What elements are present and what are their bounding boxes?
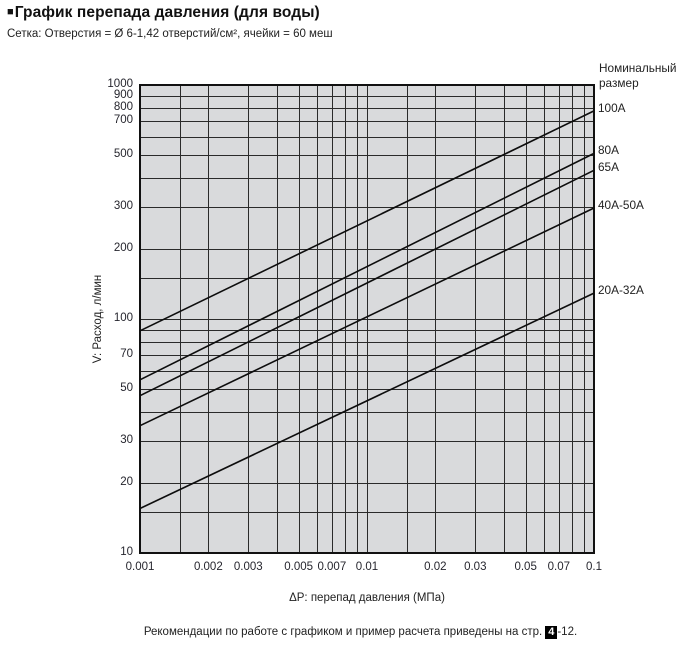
y-tick-label: 10: [120, 546, 133, 558]
series-label-100a: 100A: [598, 100, 626, 115]
y-tick-label: 1000: [107, 78, 133, 90]
y-tick-label: 700: [113, 114, 133, 127]
x-tick-label: 0.01: [355, 561, 379, 573]
series-label-65a: 65A: [598, 160, 619, 175]
legend-title: Номинальный размер: [599, 61, 677, 90]
x-tick-label: 0.02: [424, 561, 447, 573]
y-tick-label: 300: [113, 200, 133, 213]
page-reference-note: Рекомендации по работе с графиком и прим…: [0, 626, 683, 639]
x-tick-label: 0.007: [317, 561, 347, 573]
mesh-spec-subtitle: Сетка: Отверстия = Ø 6-1,42 отверстий/см…: [7, 28, 333, 40]
series-label-20a-32a: 20A-32A: [598, 283, 644, 298]
note-page-suffix: -12.: [557, 626, 578, 638]
page-title-text: График перепада давления (для воды): [14, 4, 320, 21]
x-tick-label: 0.002: [193, 561, 223, 573]
y-tick-label: 200: [113, 241, 133, 254]
series-line-65a: [139, 169, 595, 397]
x-tick-label: 0.005: [284, 561, 314, 573]
y-tick-label: 50: [120, 382, 133, 395]
x-axis-title: ΔP: перепад давления (МПа): [289, 592, 445, 604]
x-tick-label: 0.001: [125, 561, 155, 573]
y-tick-label: 70: [120, 348, 133, 361]
y-tick-label: 900: [113, 88, 133, 101]
x-tick-label: 0.1: [586, 561, 602, 573]
title-bullet-icon: ■: [7, 6, 14, 18]
x-tick-label: 0.07: [547, 561, 571, 573]
y-tick-label: 500: [113, 148, 133, 161]
series-label-40a-50a: 40A-50A: [598, 198, 644, 213]
series-line-100a: [139, 110, 595, 332]
x-tick-label: 0.003: [233, 561, 263, 573]
y-tick-label: 100: [113, 312, 133, 324]
y-tick-label: 800: [113, 100, 133, 113]
note-text: Рекомендации по работе с графиком и прим…: [143, 626, 543, 638]
series-line-80a: [139, 152, 595, 381]
y-tick-label: 30: [120, 434, 133, 447]
y-axis-title: V: Расход, л/мин: [92, 274, 104, 364]
page-number-badge: 4: [545, 626, 558, 639]
plot-border: [139, 84, 595, 554]
x-tick-label: 0.03: [464, 561, 487, 573]
page-title: ■График перепада давления (для воды): [7, 4, 320, 22]
series-line-40a-50a: [139, 207, 595, 427]
y-tick-label: 20: [120, 475, 133, 488]
series-label-80a: 80A: [598, 143, 619, 158]
x-tick-label: 0.05: [514, 561, 537, 573]
series-line-20a-32a: [139, 292, 595, 510]
